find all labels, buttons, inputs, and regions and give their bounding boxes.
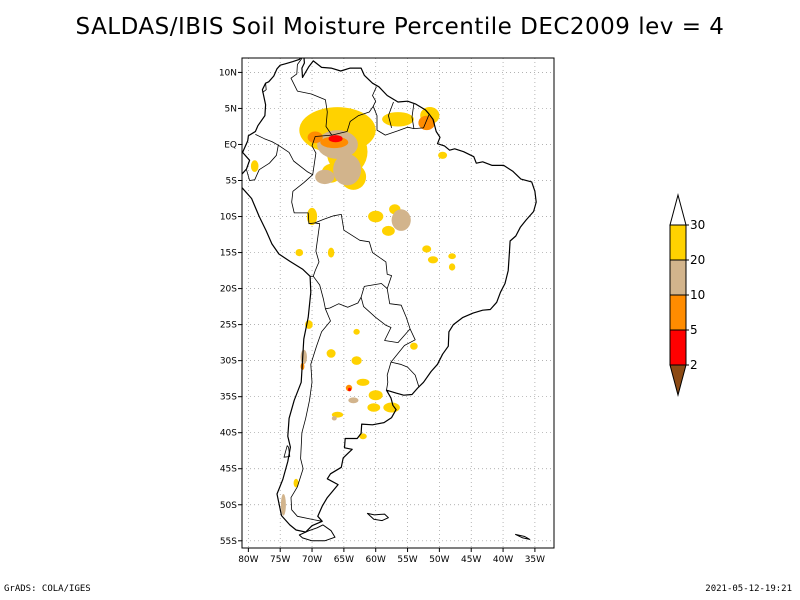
x-tick-label: 45W xyxy=(461,555,481,565)
percentile-patch xyxy=(448,253,456,260)
country-border xyxy=(290,308,331,522)
country-border xyxy=(290,58,333,136)
percentile-patch xyxy=(300,349,307,365)
percentile-patch xyxy=(383,402,400,413)
percentile-patch xyxy=(306,207,318,226)
country-border xyxy=(411,103,415,129)
percentile-patch xyxy=(410,342,418,350)
colorbar-box xyxy=(669,294,687,331)
y-tick-label: 15S xyxy=(220,249,237,259)
x-tick-label: 35W xyxy=(525,555,545,565)
percentile-patch xyxy=(438,151,448,159)
country-border xyxy=(312,276,388,310)
percentile-patch xyxy=(315,169,335,185)
y-tick-label: 20S xyxy=(220,285,237,295)
country-border xyxy=(372,106,430,136)
colorbar-label: 30 xyxy=(690,218,705,232)
colorbar: 2 5 10 20 30 xyxy=(669,193,705,397)
percentile-patch xyxy=(418,115,436,131)
south-georgia xyxy=(514,533,531,540)
x-tick-label: 40W xyxy=(493,555,513,565)
country-border xyxy=(388,101,394,129)
country-border xyxy=(255,134,332,176)
footer-credit: GrADS: COLA/IGES xyxy=(4,584,91,594)
map-outlines xyxy=(242,58,537,542)
country-border xyxy=(262,83,267,93)
x-tick-label: 55W xyxy=(397,555,417,565)
percentile-patch xyxy=(391,209,411,231)
percentile-patch xyxy=(382,225,395,236)
country-border xyxy=(246,145,279,181)
percentile-patch xyxy=(348,387,352,392)
map-frame xyxy=(241,57,555,549)
x-tick-label: 50W xyxy=(429,555,449,565)
chiloe-island xyxy=(283,445,291,458)
percentile-patch xyxy=(333,153,362,186)
colorbar-box xyxy=(669,224,687,261)
percentile-patch xyxy=(295,249,304,257)
y-tick-label: 25S xyxy=(220,321,237,331)
y-tick-label: 40S xyxy=(220,429,237,439)
percentile-patch xyxy=(327,247,335,258)
percentile-patch xyxy=(353,328,360,335)
y-axis-ticks: 10N 5N EQ 5S 10S 15S 20S 25S 30S 35S 40S 45S 50S 55S xyxy=(219,68,242,547)
country-border xyxy=(331,86,377,136)
x-axis-ticks: 80W 75W 70W 65W 60W 55W 50W 45W 40W 35W xyxy=(238,548,545,565)
falkland-islands xyxy=(366,512,389,522)
coastline xyxy=(242,58,537,533)
colorbar-label: 10 xyxy=(690,288,705,302)
percentile-patch xyxy=(367,403,381,412)
y-tick-label: 30S xyxy=(220,357,237,367)
gridlines xyxy=(242,58,554,548)
y-tick-label: 55S xyxy=(220,537,237,547)
percentile-patch xyxy=(328,135,343,143)
x-tick-label: 60W xyxy=(366,555,386,565)
x-tick-label: 75W xyxy=(270,555,290,565)
percentile-patch xyxy=(356,378,370,386)
y-tick-label: 10N xyxy=(219,68,237,78)
map-title: SALDAS/IBIS Soil Moisture Percentile DEC… xyxy=(75,14,725,40)
percentile-patch xyxy=(422,245,432,253)
percentile-patch xyxy=(348,397,359,404)
y-tick-label: 50S xyxy=(220,501,237,511)
percentile-patch xyxy=(427,256,439,264)
country-border xyxy=(360,297,411,343)
y-tick-label: 5S xyxy=(226,177,238,187)
y-tick-label: 35S xyxy=(220,393,237,403)
y-tick-label: 5N xyxy=(225,104,237,114)
percentile-patch xyxy=(351,356,362,365)
percentile-patch xyxy=(280,494,286,516)
percentile-patch xyxy=(326,349,336,358)
x-tick-label: 80W xyxy=(238,555,258,565)
percentile-patch xyxy=(331,416,337,421)
percentile-patch xyxy=(448,263,456,271)
percentile-patch xyxy=(368,390,383,401)
percentile-patch xyxy=(382,112,414,127)
colorbar-label: 5 xyxy=(690,323,698,337)
country-border xyxy=(291,174,321,277)
colorbar-label: 20 xyxy=(690,253,705,267)
country-border xyxy=(386,361,392,391)
y-tick-label: EQ xyxy=(224,140,237,150)
colorbar-box xyxy=(669,259,687,296)
x-tick-label: 65W xyxy=(334,555,354,565)
tierra-del-fuego xyxy=(298,524,336,542)
x-tick-label: 70W xyxy=(302,555,322,565)
footer-timestamp: 2021-05-12-19:21 xyxy=(705,584,792,594)
percentile-shading xyxy=(250,107,456,516)
colorbar-label: 2 xyxy=(690,358,698,372)
percentile-patch xyxy=(250,160,259,172)
country-border xyxy=(314,214,420,388)
percentile-patch xyxy=(368,210,384,223)
y-tick-label: 45S xyxy=(220,465,237,475)
colorbar-box xyxy=(669,329,687,366)
colorbar-top-triangle xyxy=(669,193,687,226)
percentile-patch xyxy=(293,478,299,488)
colorbar-bottom-triangle xyxy=(669,364,687,397)
percentile-patch xyxy=(359,433,367,440)
y-tick-label: 10S xyxy=(220,213,237,223)
